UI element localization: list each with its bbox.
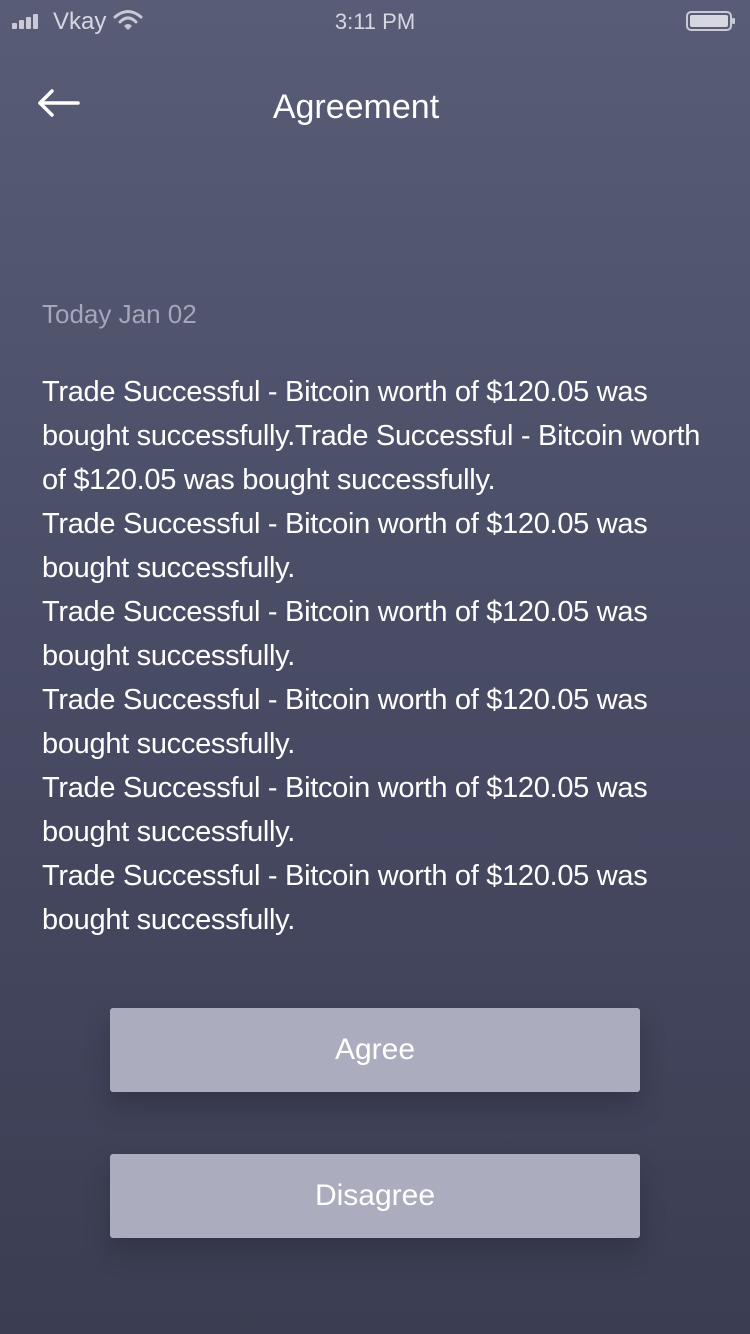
- agree-button[interactable]: Agree: [110, 1008, 640, 1092]
- battery-icon: [686, 11, 735, 31]
- agree-button-label: Agree: [334, 1033, 416, 1066]
- agreement-paragraph: Trade Successful - Bitcoin worth of $120…: [42, 860, 648, 936]
- agreement-paragraph: Trade Successful - Bitcoin worth of $120…: [42, 376, 701, 496]
- disagree-button[interactable]: Disagree: [110, 1154, 640, 1238]
- carrier-name: Vkay: [53, 8, 107, 35]
- signal-icon: [12, 13, 46, 29]
- agreement-paragraph: Trade Successful - Bitcoin worth of $120…: [42, 596, 648, 672]
- agreement-text: Trade Successful - Bitcoin worth of $120…: [42, 370, 722, 942]
- agreement-paragraph: Trade Successful - Bitcoin worth of $120…: [42, 508, 648, 584]
- disagree-button-label: Disagree: [314, 1179, 436, 1212]
- back-button[interactable]: [34, 83, 86, 123]
- arrow-left-icon: [38, 89, 80, 117]
- status-bar: Vkay 3:11 PM: [0, 0, 750, 40]
- agreement-paragraph: Trade Successful - Bitcoin worth of $120…: [42, 772, 648, 848]
- status-time: 3:11 PM: [334, 9, 416, 34]
- agreement-paragraph: Trade Successful - Bitcoin worth of $120…: [42, 684, 648, 760]
- page-title: Agreement: [272, 88, 440, 126]
- wifi-icon: [113, 10, 143, 30]
- date-label: Today Jan 02: [42, 299, 197, 329]
